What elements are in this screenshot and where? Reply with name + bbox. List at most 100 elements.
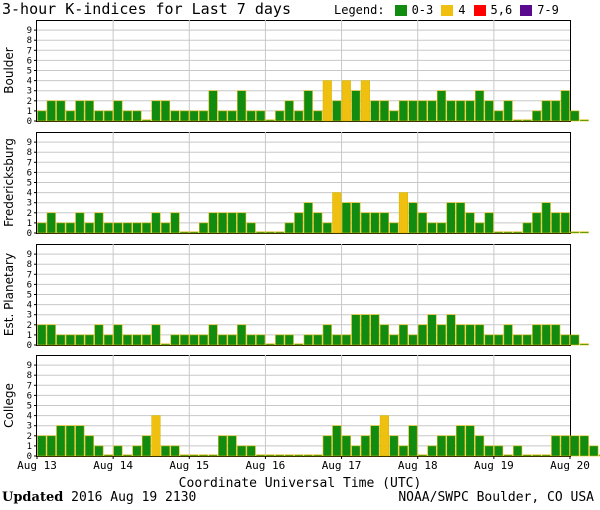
k-index-bar [398,100,408,122]
k-index-bar [237,324,247,346]
k-index-bar [160,100,171,122]
updated-label: Updated [2,490,64,505]
k-index-bar [46,324,56,346]
k-index-bar [484,100,494,122]
k-index-bar [303,334,313,346]
k-index-bar [484,212,494,234]
y-tick-label: 4 [27,77,32,87]
k-index-bar [579,435,589,457]
k-index-bar [284,222,294,234]
y-tick-label: 4 [27,189,32,199]
legend-item-4: 4 [441,3,466,17]
y-tick-label: 7 [27,158,32,168]
k-index-bar [360,80,370,122]
k-index-bar [237,90,247,122]
k-index-bar [56,100,66,122]
k-index-bar [455,202,466,234]
k-index-bar [379,324,389,346]
k-index-bar [246,110,256,122]
k-index-bar [37,222,47,234]
k-index-bar [189,110,199,122]
k-index-bar [208,324,218,346]
k-index-bar [189,454,199,457]
legend-swatch-purple [520,4,533,16]
k-index-bar [427,314,437,346]
k-index-bar [84,222,94,234]
k-index-bar [275,110,285,122]
k-index-bar [256,110,266,122]
k-index-bar [541,202,551,234]
k-index-bar [398,445,408,457]
y-tick-label: 7 [27,46,32,56]
k-index-bar [189,334,199,346]
k-index-bar [465,100,475,122]
y-tick-label: 5 [27,179,32,189]
x-tick-label: Aug 15 [169,459,209,472]
k-index-bar [579,231,589,234]
k-index-bar [341,202,351,234]
x-tick-label: Aug 16 [246,459,286,472]
y-tick-label: 0 [27,452,32,462]
k-index-bar [494,334,504,346]
k-index-bar [246,222,256,234]
k-index-bar [551,100,561,122]
k-index-bar [46,435,56,457]
y-tick-label: 8 [27,260,32,270]
y-tick-label: 2 [27,432,32,442]
k-index-bar [484,334,494,346]
k-index-bar [303,202,313,234]
k-index-bar [313,212,323,234]
k-index-bar [351,90,361,122]
k-index-bar [218,110,228,122]
k-index-bar [351,445,361,457]
k-index-bar [541,324,551,346]
k-index-bar [513,334,523,346]
k-index-bar [103,110,113,122]
k-index-bar [360,212,370,234]
k-index-bar [332,425,342,457]
k-index-bar [455,425,466,457]
y-tick-label: 7 [27,381,32,391]
k-index-bar [218,212,228,234]
k-index-bar [160,222,171,234]
k-index-bar [341,80,351,122]
k-index-bar [65,222,75,234]
k-index-bar [446,314,456,346]
k-index-bar [341,334,351,346]
k-index-bar [322,80,332,122]
k-index-bar [246,445,256,457]
k-index-bar [303,90,313,122]
k-index-bar [313,334,323,346]
panel-label: College [2,383,16,428]
k-index-bar [170,334,180,346]
k-index-bar [189,231,199,234]
k-index-bar [513,231,523,234]
k-index-bar [237,212,247,234]
y-tick-label: 7 [27,270,32,280]
k-index-bar [513,119,523,122]
k-index-bar [275,231,285,234]
y-tick-label: 8 [27,148,32,158]
k-index-bar [151,415,161,457]
legend-item-label: 4 [458,3,466,17]
k-index-bar [199,110,209,122]
k-index-bar [560,435,570,457]
k-index-bar [379,100,389,122]
k-index-bar [227,212,237,234]
k-index-bar [75,334,85,346]
k-index-bar [541,100,551,122]
k-index-bar [132,334,142,346]
y-tick-label: 6 [27,280,32,290]
k-index-bar [322,435,332,457]
k-index-bar [332,334,342,346]
k-index-bar [160,343,171,346]
k-index-bar [208,454,218,457]
k-index-bar [494,110,504,122]
legend-swatch-green [394,4,407,16]
k-index-bar [265,454,275,457]
y-tick-label: 3 [27,422,32,432]
y-tick-label: 9 [27,26,32,36]
legend-item-5-6: 5,6 [473,3,512,17]
k-index-bar [522,454,532,457]
legend-swatch-red [473,4,486,16]
